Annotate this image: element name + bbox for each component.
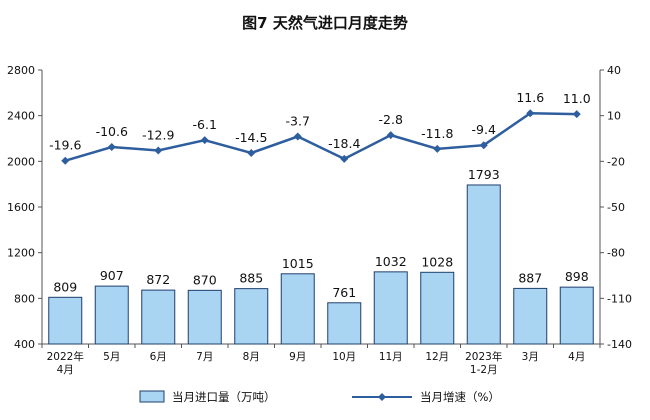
x-tick-label: 9月 — [289, 351, 306, 363]
bar — [234, 288, 269, 345]
bar — [420, 271, 455, 345]
axes: 400 800 1200 1600 2000 2400 2800 -140 -110 -80 -50… — [7, 64, 632, 351]
line-data-label: -19.6 — [49, 138, 81, 153]
bar-data-label: 887 — [518, 270, 542, 285]
y-left-tick-label: 2000 — [7, 155, 35, 168]
line-data-label: -6.1 — [193, 117, 217, 132]
y-left-tick-label: 1600 — [7, 201, 35, 214]
bar — [141, 289, 176, 345]
y-left-tick-label: 2400 — [7, 110, 35, 123]
x-tick-label: 8月 — [243, 351, 260, 363]
bar-data-label: 907 — [100, 268, 124, 283]
chart-title: 图7 天然气进口月度走势 — [242, 14, 408, 32]
bar-data-label: 1028 — [421, 254, 453, 269]
legend: 当月进口量（万吨） 当月增速（%） — [139, 390, 500, 404]
x-tick-label: 4月 — [568, 351, 585, 363]
x-tick-label: 3月 — [522, 351, 539, 363]
bar — [327, 302, 362, 345]
y-left-tick-label: 800 — [14, 292, 35, 305]
line-point — [479, 141, 488, 150]
bar — [94, 285, 129, 345]
line-data-label: 11.0 — [563, 91, 591, 106]
legend-line-marker — [378, 393, 386, 401]
x-tick-label: 5月 — [103, 351, 120, 363]
line-point — [526, 109, 535, 118]
line-point — [154, 146, 163, 155]
bar — [48, 296, 83, 345]
x-tick-label: 12月 — [425, 351, 449, 363]
bar-data-label: 1793 — [468, 167, 500, 182]
line-point — [61, 156, 70, 165]
y-right-tick-label: 40 — [607, 64, 621, 77]
x-tick-label: 11月 — [379, 351, 403, 363]
x-tick-label: 2023年 — [465, 350, 502, 363]
bar — [466, 184, 501, 345]
x-tick-label: 6月 — [150, 351, 167, 363]
y-right-tick-label: -80 — [607, 247, 625, 260]
bar-data-label: 870 — [193, 272, 217, 287]
x-tick-label: 2022年 — [47, 350, 84, 363]
line-data-label: -3.7 — [286, 114, 310, 129]
line-point — [572, 110, 581, 119]
bar-data-label: 809 — [53, 279, 77, 294]
line-path — [64, 111, 577, 162]
line-point — [200, 136, 209, 145]
line-series — [61, 109, 581, 165]
bar-data-label: 885 — [239, 271, 263, 286]
bar-data-label: 872 — [146, 272, 170, 287]
line-point — [247, 148, 256, 157]
x-tick-label: 10月 — [332, 351, 356, 363]
bar-data-label: 761 — [332, 285, 356, 300]
bar-data-label: 1032 — [375, 254, 407, 269]
line-point — [293, 132, 302, 141]
x-tick-label: 1-2月 — [470, 364, 498, 376]
bar-series — [48, 184, 594, 345]
y-left-tick-label: 1200 — [7, 247, 35, 260]
line-data-label: -11.8 — [421, 126, 453, 141]
y-right-tick-label: -110 — [607, 292, 632, 305]
y-right-tick-label: -20 — [607, 155, 625, 168]
line-data-label: -10.6 — [96, 124, 128, 139]
line-data-label: -9.4 — [472, 122, 496, 137]
line-point — [107, 143, 116, 152]
legend-bar-swatch — [139, 390, 165, 403]
line-point — [386, 131, 395, 140]
y-right-tick-label: -140 — [607, 338, 632, 351]
line-point — [340, 154, 349, 163]
bar — [373, 271, 408, 345]
bar-data-label: 1015 — [282, 256, 314, 271]
bar — [513, 287, 548, 345]
bar — [559, 286, 594, 345]
x-tick-label: 4月 — [57, 364, 74, 376]
line-data-labels: -19.6 -10.6 -12.9 -6.1 -14.5 -3.7 -18.4 -2.8 -11… — [49, 90, 591, 152]
line-data-label: -18.4 — [328, 136, 360, 151]
y-left-tick-label: 2800 — [7, 64, 35, 77]
bar — [187, 289, 222, 345]
line-point — [433, 144, 442, 153]
line-data-label: 11.6 — [516, 90, 544, 105]
x-tick-label: 7月 — [196, 351, 213, 363]
line-data-label: -12.9 — [142, 128, 174, 143]
bar — [280, 273, 315, 345]
line-data-label: -14.5 — [235, 130, 267, 145]
y-right-tick-label: -50 — [607, 201, 625, 214]
line-data-label: -2.8 — [379, 112, 403, 127]
bar-data-labels: 809 907 872 870 885 1015 761 1032 1028 1793 887 898 — [53, 167, 588, 300]
bar-data-label: 898 — [565, 269, 589, 284]
legend-line-label: 当月增速（%） — [420, 390, 500, 404]
legend-bar-label: 当月进口量（万吨） — [172, 390, 276, 404]
y-left-tick-label: 400 — [14, 338, 35, 351]
y-right-tick-label: 10 — [607, 110, 621, 123]
